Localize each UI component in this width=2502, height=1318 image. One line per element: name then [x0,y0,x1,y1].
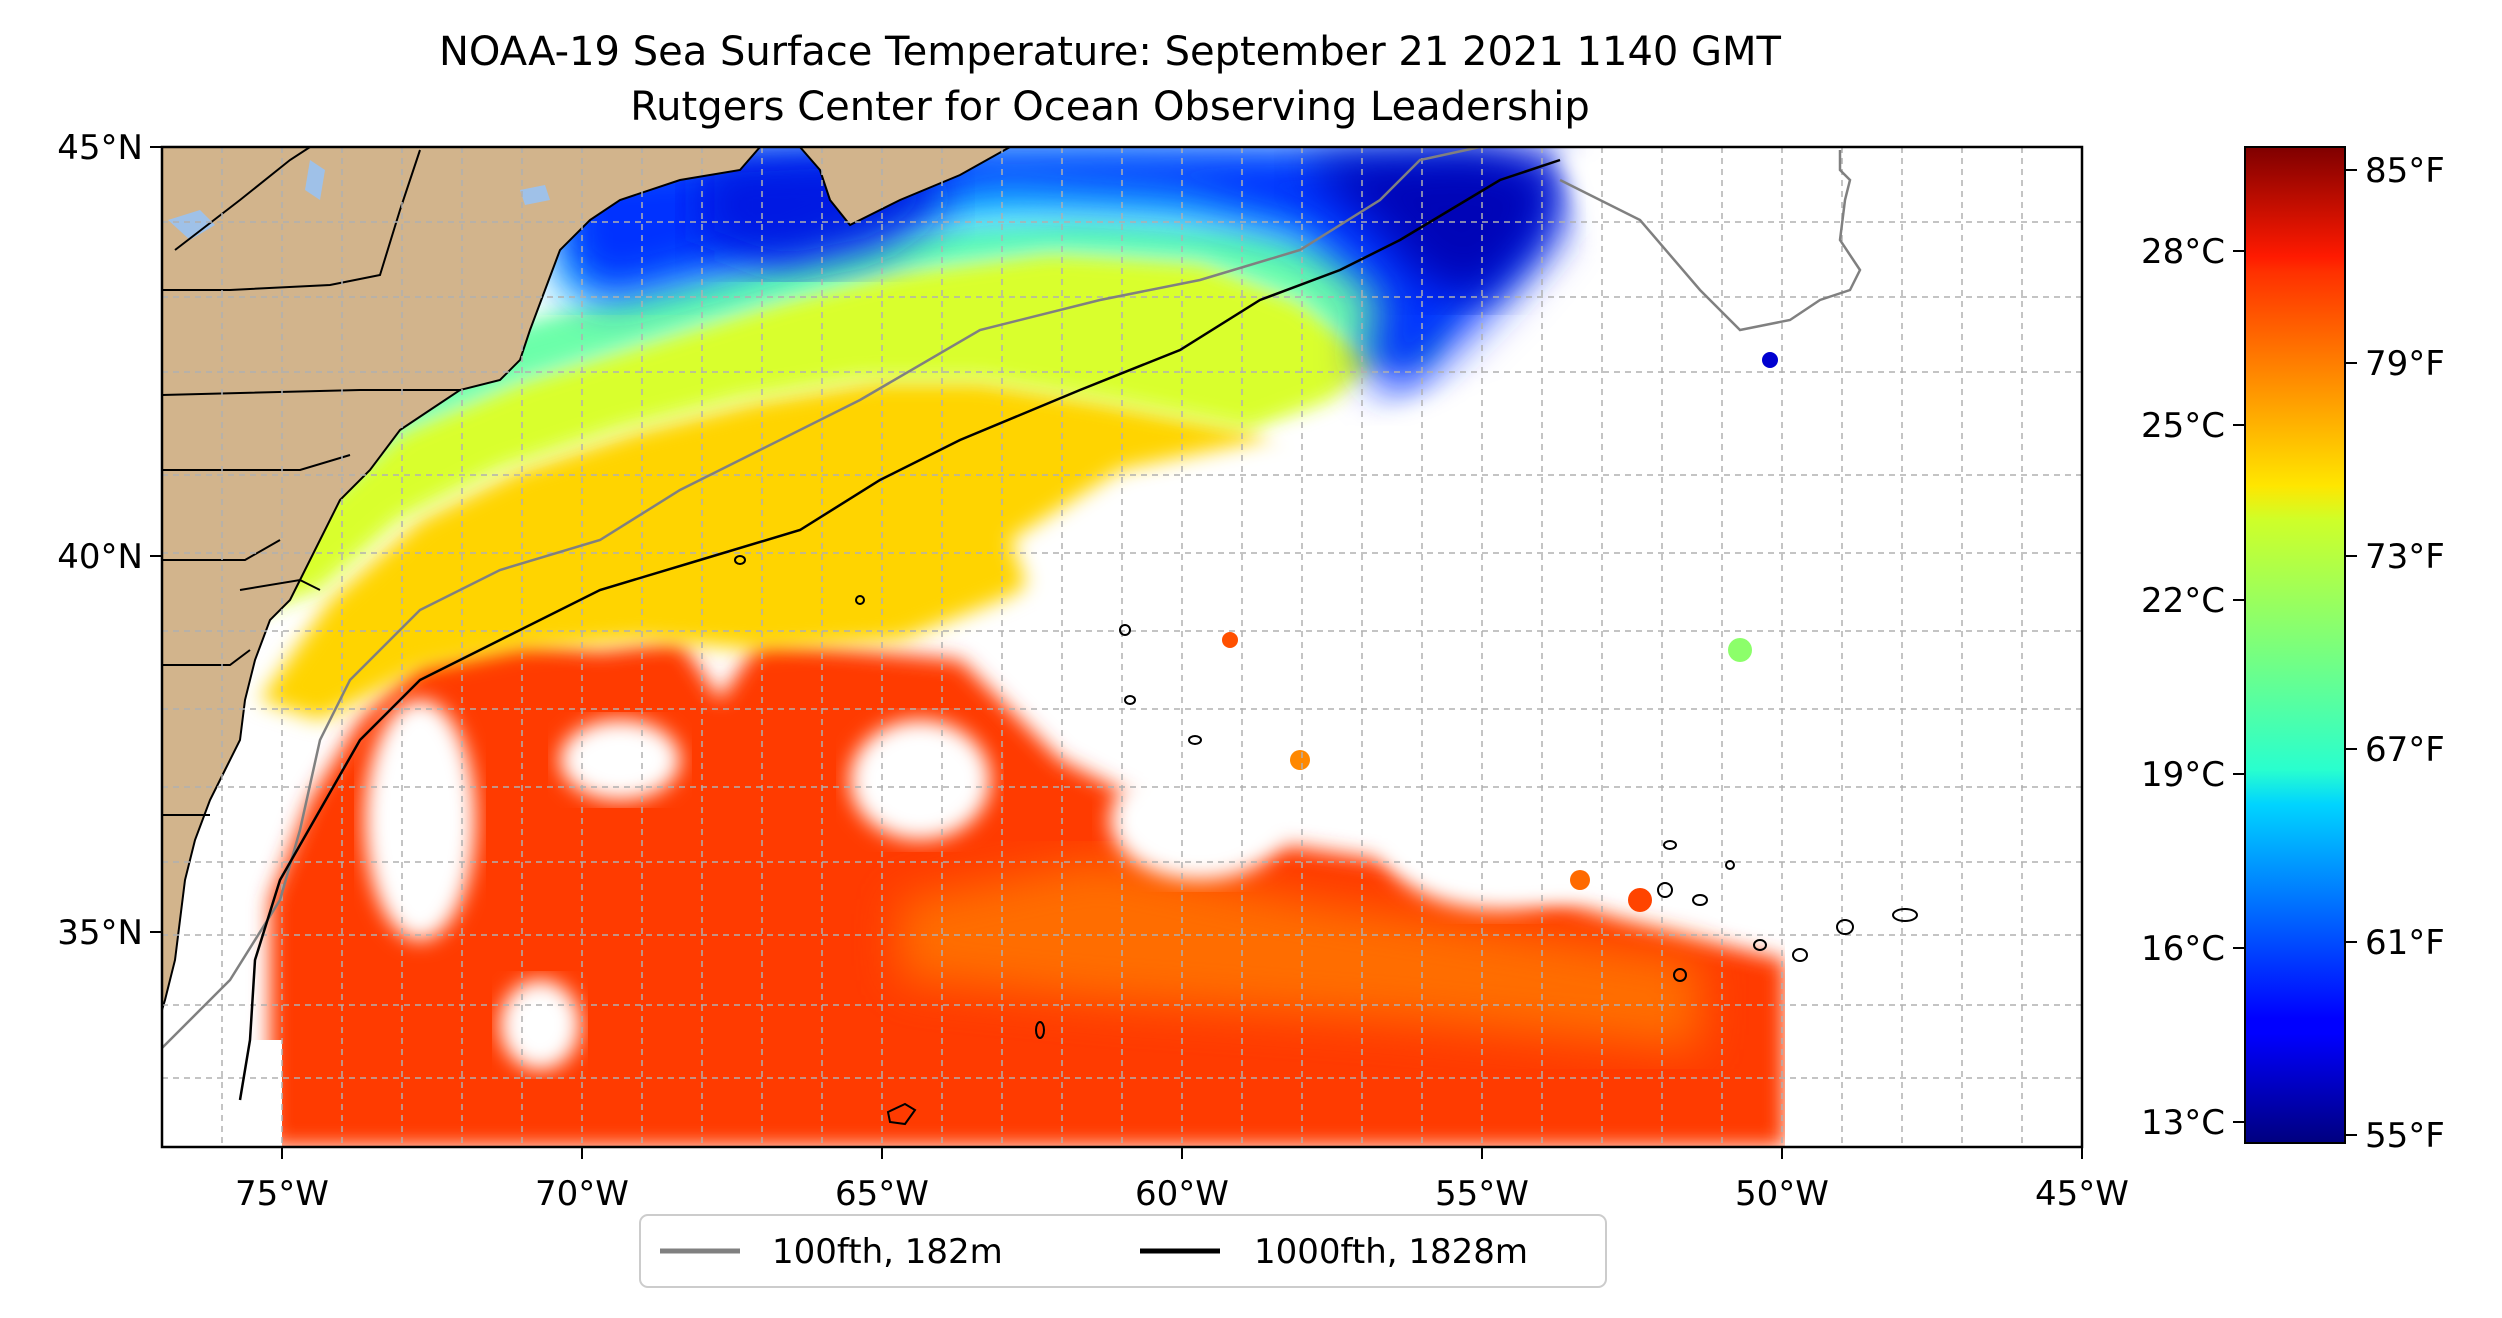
cloud-mask [1560,147,2082,330]
cloud-mask [850,720,990,840]
sst-speck [1222,632,1238,648]
lon-tick-label: 45°W [2035,1174,2129,1214]
land-north-america [162,147,762,1011]
map-frame [160,145,2084,1149]
isobath-1000fth [238,158,1561,1101]
colorbar-f-label: 73°F [2365,537,2445,577]
isobath-100fth [162,147,1862,1049]
cloud-mask [1380,770,1620,910]
lat-axis: 45°N 40°N 35°N [57,128,162,953]
colorbar-f-label: 85°F [2365,151,2445,191]
colorbar-gradient [2244,146,2346,1144]
colorbar-c-label: 16°C [2141,929,2225,969]
colorbar-f-label: 55°F [2365,1116,2445,1156]
legend-box [639,1214,1607,1288]
lon-axis: 75°W 70°W 65°W 60°W 55°W 50°W 45°W [235,1147,2129,1214]
colorbar-c-label: 22°C [2141,581,2225,621]
title-line-1: NOAA-19 Sea Surface Temperature: Septemb… [439,29,1782,75]
cloud-mask [560,720,680,800]
lat-tick-label: 35°N [57,913,143,953]
colorbar-f-label: 61°F [2365,923,2445,963]
lat-tick-label: 45°N [57,128,143,168]
cloud-mask [1110,760,1290,880]
sst-yellow-green-band [230,250,1380,620]
lon-tick-label: 55°W [1435,1174,1529,1214]
colorbar-c-label: 28°C [2141,232,2225,272]
state-borders [162,147,460,816]
colorbar-f-label: 67°F [2365,730,2445,770]
sst-orange-region [900,860,1700,1050]
seamount-contours [734,555,1918,1039]
colorbar-c-label: 13°C [2141,1103,2225,1143]
lake [168,210,215,240]
lon-tick-label: 75°W [235,1174,329,1214]
no-data-east [1785,900,2082,1147]
sst-coldest-region [1300,150,1560,300]
lon-tick-label: 65°W [835,1174,929,1214]
sst-speck [1728,638,1752,662]
sst-yellow-band [260,380,1300,720]
colorbar-c-label: 19°C [2141,755,2225,795]
lat-tick-label: 40°N [57,537,143,577]
lake [305,160,325,200]
legend-label-1000fth: 1000fth, 1828m [1254,1232,1528,1272]
map-panel [162,147,2082,1147]
colorbar-celsius-axis: 28°C 25°C 22°C 19°C 16°C 13°C [2141,232,2245,1143]
lon-tick-label: 70°W [535,1174,629,1214]
lon-tick-label: 60°W [1135,1174,1229,1214]
colorbar-c-label: 25°C [2141,406,2225,446]
legend-label-100fth: 100fth, 182m [772,1232,1003,1272]
island-bermuda [886,1102,917,1126]
sst-speck [1290,750,1310,770]
colorbar-f-label: 79°F [2365,344,2445,384]
sst-speck [1628,888,1652,912]
lon-tick-label: 50°W [1735,1174,1829,1214]
sst-speck [1570,870,1590,890]
cloud-mask [1010,300,2082,930]
title-line-2: Rutgers Center for Ocean Observing Leade… [630,84,1590,130]
sst-speck [1762,352,1778,368]
cloud-mask [500,980,580,1070]
lake [520,185,550,205]
legend: 100fth, 182m 1000fth, 1828m [639,1214,1607,1288]
colorbar: 85°F 79°F 73°F 67°F 61°F 55°F 28°C 25°C … [2141,146,2445,1156]
colorbar-fahrenheit-axis: 85°F 79°F 73°F 67°F 61°F 55°F [2345,151,2445,1156]
cloud-mask [365,700,475,940]
